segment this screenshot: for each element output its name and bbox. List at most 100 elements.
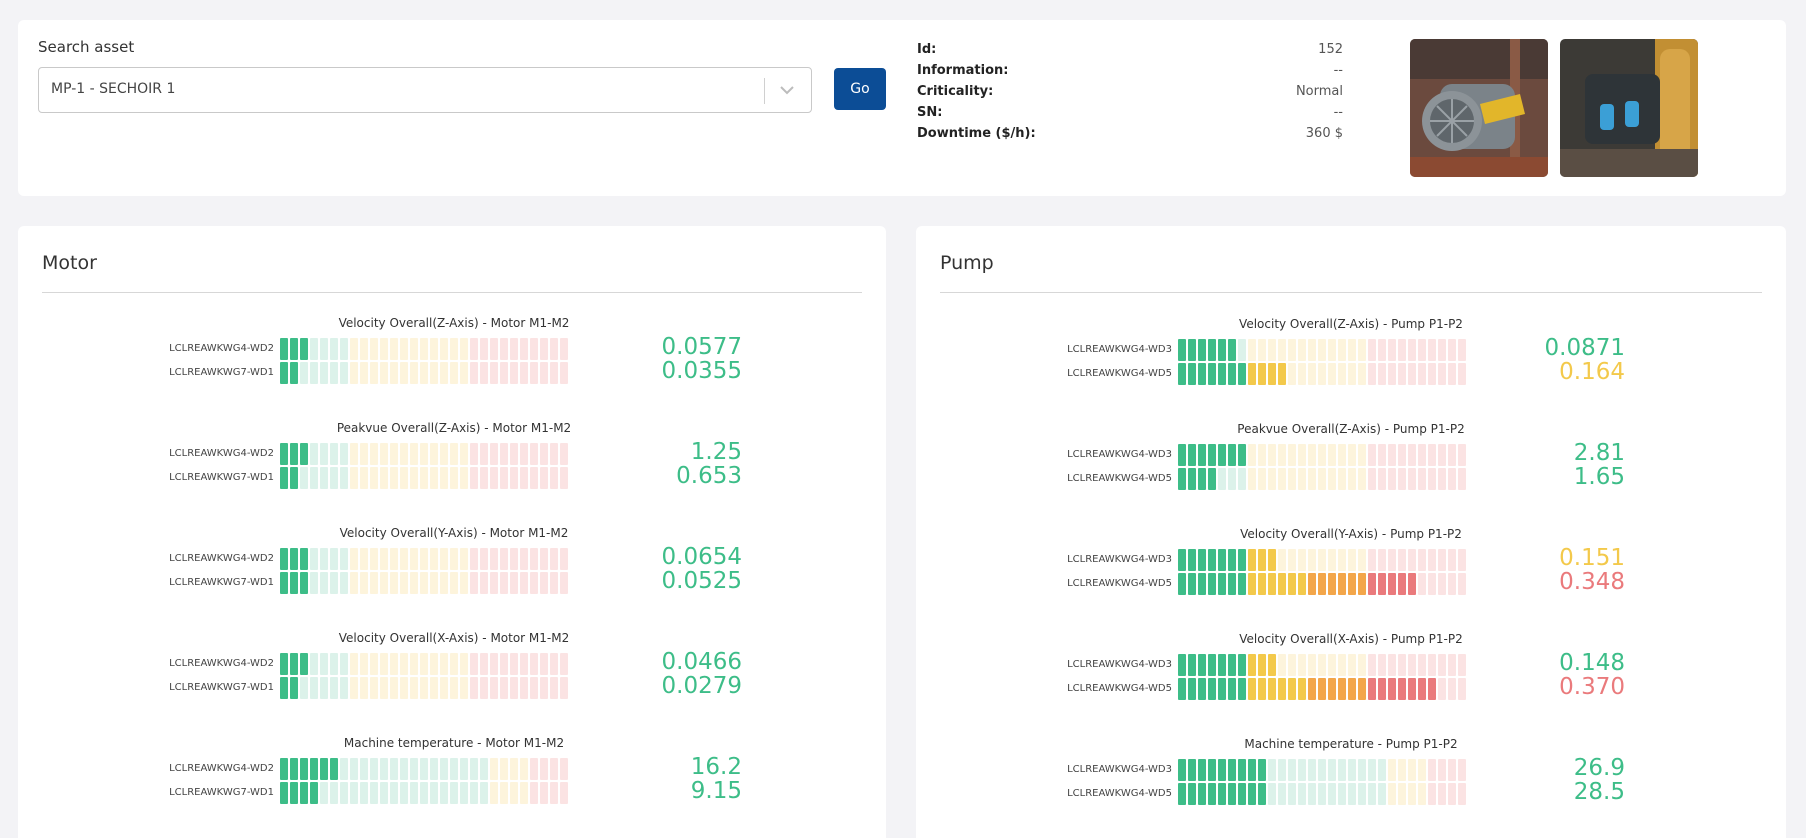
gauge-row: LCLREAWKWG4-WD2 0.0577 xyxy=(18,334,886,360)
level-segment xyxy=(510,572,518,594)
level-segment xyxy=(340,467,348,489)
chevron-down-icon[interactable] xyxy=(777,78,797,102)
level-segment xyxy=(1218,339,1226,361)
level-segment xyxy=(450,467,458,489)
level-segment xyxy=(1418,573,1426,595)
level-segment xyxy=(1338,363,1346,385)
sensor-label: LCLREAWKWG4-WD3 xyxy=(1067,449,1172,460)
level-segment xyxy=(1368,573,1376,595)
level-segment xyxy=(1408,573,1416,595)
level-segment xyxy=(1338,654,1346,676)
level-segment xyxy=(540,362,548,384)
level-segment xyxy=(490,572,498,594)
search-asset-label: Search asset xyxy=(38,38,135,56)
level-segment xyxy=(1208,759,1216,781)
sensor-label: LCLREAWKWG7-WD1 xyxy=(169,577,274,588)
sensor-value: 1.65 xyxy=(1573,464,1625,490)
level-bar xyxy=(280,338,568,360)
level-segment xyxy=(550,677,558,699)
level-segment xyxy=(1318,444,1326,466)
level-segment xyxy=(1228,759,1236,781)
level-segment xyxy=(1218,678,1226,700)
level-segment xyxy=(430,338,438,360)
level-segment xyxy=(500,338,508,360)
level-segment xyxy=(500,467,508,489)
level-segment xyxy=(420,443,428,465)
asset-photo-pump[interactable] xyxy=(1560,39,1698,177)
level-segment xyxy=(550,782,558,804)
asset-photo-motor[interactable] xyxy=(1410,39,1548,177)
level-segment xyxy=(360,758,368,780)
level-segment xyxy=(1368,363,1376,385)
level-segment xyxy=(280,467,288,489)
level-segment xyxy=(500,782,508,804)
level-segment xyxy=(330,572,338,594)
sensor-label: LCLREAWKWG4-WD3 xyxy=(1067,554,1172,565)
level-segment xyxy=(1388,549,1396,571)
level-segment xyxy=(310,782,318,804)
level-segment xyxy=(350,572,358,594)
go-button[interactable]: Go xyxy=(834,68,886,110)
gauge-row: LCLREAWKWG7-WD1 0.0355 xyxy=(18,358,886,384)
gauge-group-title: Velocity Overall(Y-Axis) - Pump P1-P2 xyxy=(1240,527,1462,541)
level-segment xyxy=(490,677,498,699)
level-segment xyxy=(530,572,538,594)
level-segment xyxy=(440,548,448,570)
level-segment xyxy=(1178,468,1186,490)
level-segment xyxy=(1268,549,1276,571)
level-segment xyxy=(1248,654,1256,676)
level-segment xyxy=(1328,783,1336,805)
level-segment xyxy=(1268,783,1276,805)
level-segment xyxy=(1438,363,1446,385)
level-segment xyxy=(1238,444,1246,466)
level-segment xyxy=(380,677,388,699)
level-segment xyxy=(490,338,498,360)
level-segment xyxy=(540,782,548,804)
level-segment xyxy=(1208,678,1216,700)
level-segment xyxy=(500,548,508,570)
level-segment xyxy=(520,677,528,699)
level-segment xyxy=(1188,573,1196,595)
level-segment xyxy=(1278,783,1286,805)
level-segment xyxy=(1348,468,1356,490)
level-segment xyxy=(540,338,548,360)
level-segment xyxy=(1348,549,1356,571)
level-segment xyxy=(1288,363,1296,385)
level-segment xyxy=(520,782,528,804)
level-segment xyxy=(510,362,518,384)
level-segment xyxy=(1278,678,1286,700)
sensor-label: LCLREAWKWG7-WD1 xyxy=(169,367,274,378)
level-segment xyxy=(1218,549,1226,571)
level-segment xyxy=(360,677,368,699)
level-segment xyxy=(350,758,358,780)
level-segment xyxy=(1278,468,1286,490)
sensor-value: 0.0654 xyxy=(661,544,742,570)
gauge-row: LCLREAWKWG7-WD1 0.653 xyxy=(18,463,886,489)
level-segment xyxy=(470,338,478,360)
level-segment xyxy=(420,572,428,594)
level-segment xyxy=(470,362,478,384)
gauge-group-title: Peakvue Overall(Z-Axis) - Motor M1-M2 xyxy=(336,421,572,435)
level-segment xyxy=(1288,549,1296,571)
level-segment xyxy=(370,782,378,804)
level-segment xyxy=(1438,678,1446,700)
level-bar xyxy=(280,782,568,804)
level-segment xyxy=(1188,759,1196,781)
level-segment xyxy=(500,572,508,594)
level-segment xyxy=(380,467,388,489)
level-bar xyxy=(1178,678,1466,700)
level-segment xyxy=(1398,654,1406,676)
level-segment xyxy=(1178,783,1186,805)
sensor-value: 0.0279 xyxy=(661,673,742,699)
level-segment xyxy=(1178,573,1186,595)
level-segment xyxy=(1418,678,1426,700)
level-segment xyxy=(280,782,288,804)
level-segment xyxy=(1198,549,1206,571)
level-segment xyxy=(1458,759,1466,781)
level-segment xyxy=(340,782,348,804)
level-segment xyxy=(1358,783,1366,805)
level-segment xyxy=(360,467,368,489)
level-segment xyxy=(430,758,438,780)
level-segment xyxy=(310,572,318,594)
asset-select[interactable]: MP-1 - SECHOIR 1 xyxy=(38,67,812,113)
